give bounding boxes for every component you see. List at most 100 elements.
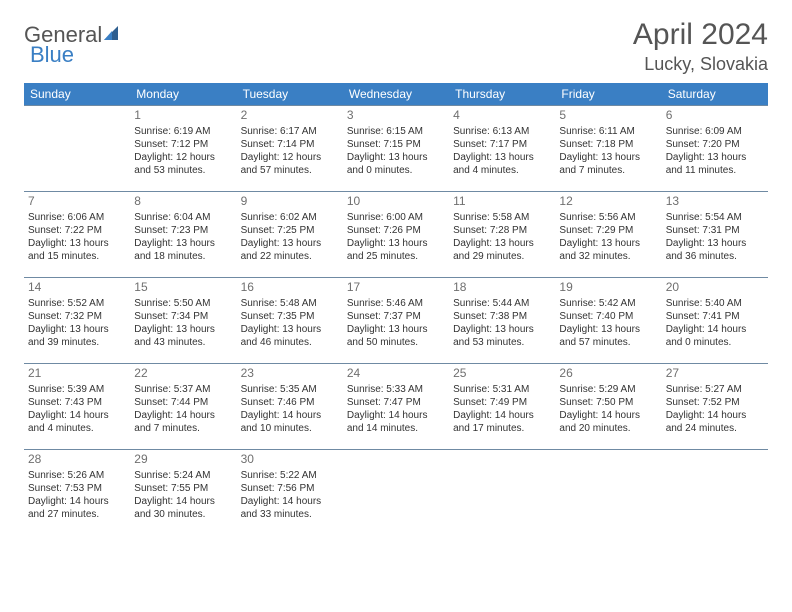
calendar-cell-empty xyxy=(449,450,555,536)
calendar-cell: 11Sunrise: 5:58 AMSunset: 7:28 PMDayligh… xyxy=(449,192,555,278)
sunrise-text: Sunrise: 5:40 AM xyxy=(666,297,764,310)
calendar-cell: 29Sunrise: 5:24 AMSunset: 7:55 PMDayligh… xyxy=(130,450,236,536)
dl1-text: Daylight: 14 hours xyxy=(666,323,764,336)
dl1-text: Daylight: 14 hours xyxy=(347,409,445,422)
dl1-text: Daylight: 13 hours xyxy=(347,151,445,164)
day-number: 5 xyxy=(559,108,657,124)
sunset-text: Sunset: 7:22 PM xyxy=(28,224,126,237)
sunrise-text: Sunrise: 5:39 AM xyxy=(28,383,126,396)
dl2-text: and 29 minutes. xyxy=(453,250,551,263)
sunrise-text: Sunrise: 5:54 AM xyxy=(666,211,764,224)
day-number: 19 xyxy=(559,280,657,296)
day-number: 28 xyxy=(28,452,126,468)
day-number: 7 xyxy=(28,194,126,210)
calendar-row: 1Sunrise: 6:19 AMSunset: 7:12 PMDaylight… xyxy=(24,106,768,192)
day-number: 17 xyxy=(347,280,445,296)
calendar-cell: 26Sunrise: 5:29 AMSunset: 7:50 PMDayligh… xyxy=(555,364,661,450)
day-number: 24 xyxy=(347,366,445,382)
sail-icon xyxy=(102,24,120,47)
day-number: 25 xyxy=(453,366,551,382)
sunrise-text: Sunrise: 5:50 AM xyxy=(134,297,232,310)
dl2-text: and 32 minutes. xyxy=(559,250,657,263)
day-number: 1 xyxy=(134,108,232,124)
sunset-text: Sunset: 7:20 PM xyxy=(666,138,764,151)
sunset-text: Sunset: 7:52 PM xyxy=(666,396,764,409)
calendar-cell: 12Sunrise: 5:56 AMSunset: 7:29 PMDayligh… xyxy=(555,192,661,278)
calendar-row: 14Sunrise: 5:52 AMSunset: 7:32 PMDayligh… xyxy=(24,278,768,364)
dl2-text: and 4 minutes. xyxy=(453,164,551,177)
calendar-cell: 14Sunrise: 5:52 AMSunset: 7:32 PMDayligh… xyxy=(24,278,130,364)
day-number: 4 xyxy=(453,108,551,124)
sunset-text: Sunset: 7:34 PM xyxy=(134,310,232,323)
sunrise-text: Sunrise: 6:13 AM xyxy=(453,125,551,138)
day-number: 14 xyxy=(28,280,126,296)
dl1-text: Daylight: 13 hours xyxy=(666,151,764,164)
dl2-text: and 53 minutes. xyxy=(453,336,551,349)
calendar-cell: 16Sunrise: 5:48 AMSunset: 7:35 PMDayligh… xyxy=(237,278,343,364)
calendar-row: 21Sunrise: 5:39 AMSunset: 7:43 PM Dayligh… xyxy=(24,364,768,450)
day-number: 11 xyxy=(453,194,551,210)
sunset-text: Sunset: 7:32 PM xyxy=(28,310,126,323)
sunrise-text: Sunrise: 5:58 AM xyxy=(453,211,551,224)
calendar-cell: 1Sunrise: 6:19 AMSunset: 7:12 PMDaylight… xyxy=(130,106,236,192)
sunrise-text: Sunrise: 6:09 AM xyxy=(666,125,764,138)
weekday-header: Sunday xyxy=(24,83,130,106)
calendar-cell: 25Sunrise: 5:31 AMSunset: 7:49 PMDayligh… xyxy=(449,364,555,450)
calendar-cell: 13Sunrise: 5:54 AMSunset: 7:31 PMDayligh… xyxy=(662,192,768,278)
dl1-text: Daylight: 13 hours xyxy=(134,323,232,336)
sunrise-text: Sunrise: 5:29 AM xyxy=(559,383,657,396)
calendar-cell-empty xyxy=(662,450,768,536)
weekday-row: SundayMondayTuesdayWednesdayThursdayFrid… xyxy=(24,83,768,106)
dl2-text: and 18 minutes. xyxy=(134,250,232,263)
dl2-text: and 39 minutes. xyxy=(28,336,126,349)
dl2-text: and 17 minutes. xyxy=(453,422,551,435)
dl1-text: Daylight: 13 hours xyxy=(134,237,232,250)
dl2-text: and 43 minutes. xyxy=(134,336,232,349)
calendar-cell: 28Sunrise: 5:26 AMSunset: 7:53 PMDayligh… xyxy=(24,450,130,536)
weekday-header: Thursday xyxy=(449,83,555,106)
sunrise-text: Sunrise: 6:15 AM xyxy=(347,125,445,138)
day-number: 2 xyxy=(241,108,339,124)
day-number: 9 xyxy=(241,194,339,210)
calendar-cell: 15Sunrise: 5:50 AMSunset: 7:34 PMDayligh… xyxy=(130,278,236,364)
day-number: 20 xyxy=(666,280,764,296)
sunset-text: Sunset: 7:37 PM xyxy=(347,310,445,323)
dl2-text: and 24 minutes. xyxy=(666,422,764,435)
dl2-text: and 0 minutes. xyxy=(666,336,764,349)
sunset-text: Sunset: 7:55 PM xyxy=(134,482,232,495)
calendar-cell: 23Sunrise: 5:35 AMSunset: 7:46 PMDayligh… xyxy=(237,364,343,450)
day-number: 6 xyxy=(666,108,764,124)
day-number: 16 xyxy=(241,280,339,296)
sunset-text: Sunset: 7:35 PM xyxy=(241,310,339,323)
calendar-cell: 27Sunrise: 5:27 AMSunset: 7:52 PMDayligh… xyxy=(662,364,768,450)
calendar-cell: 22Sunrise: 5:37 AMSunset: 7:44 PMDayligh… xyxy=(130,364,236,450)
day-number: 27 xyxy=(666,366,764,382)
dl2-text: and 30 minutes. xyxy=(134,508,232,521)
calendar-cell: 19Sunrise: 5:42 AMSunset: 7:40 PMDayligh… xyxy=(555,278,661,364)
day-number: 21 xyxy=(28,366,126,382)
sunrise-text: Sunrise: 5:24 AM xyxy=(134,469,232,482)
dl2-text: and 25 minutes. xyxy=(347,250,445,263)
sunset-text: Sunset: 7:43 PM xyxy=(28,396,126,409)
dl2-text: and 7 minutes. xyxy=(134,422,232,435)
weekday-header: Saturday xyxy=(662,83,768,106)
sunrise-text: Sunrise: 5:46 AM xyxy=(347,297,445,310)
calendar-cell: 18Sunrise: 5:44 AMSunset: 7:38 PMDayligh… xyxy=(449,278,555,364)
sunrise-text: Sunrise: 5:56 AM xyxy=(559,211,657,224)
dl1-text: Daylight: 14 hours xyxy=(241,495,339,508)
dl1-text: Daylight: 13 hours xyxy=(347,237,445,250)
sunset-text: Sunset: 7:40 PM xyxy=(559,310,657,323)
calendar-cell: 30Sunrise: 5:22 AMSunset: 7:56 PMDayligh… xyxy=(237,450,343,536)
dl1-text: Daylight: 14 hours xyxy=(28,495,126,508)
dl1-text: Daylight: 13 hours xyxy=(453,323,551,336)
calendar-cell: 5Sunrise: 6:11 AMSunset: 7:18 PMDaylight… xyxy=(555,106,661,192)
dl2-text: and 4 minutes. xyxy=(28,422,126,435)
sunset-text: Sunset: 7:25 PM xyxy=(241,224,339,237)
calendar-cell: 6Sunrise: 6:09 AMSunset: 7:20 PMDaylight… xyxy=(662,106,768,192)
sunrise-text: Sunrise: 5:26 AM xyxy=(28,469,126,482)
title-block: April 2024 Lucky, Slovakia xyxy=(633,18,768,75)
dl2-text: and 15 minutes. xyxy=(28,250,126,263)
dl2-text: and 57 minutes. xyxy=(241,164,339,177)
sunrise-text: Sunrise: 6:17 AM xyxy=(241,125,339,138)
sunset-text: Sunset: 7:26 PM xyxy=(347,224,445,237)
